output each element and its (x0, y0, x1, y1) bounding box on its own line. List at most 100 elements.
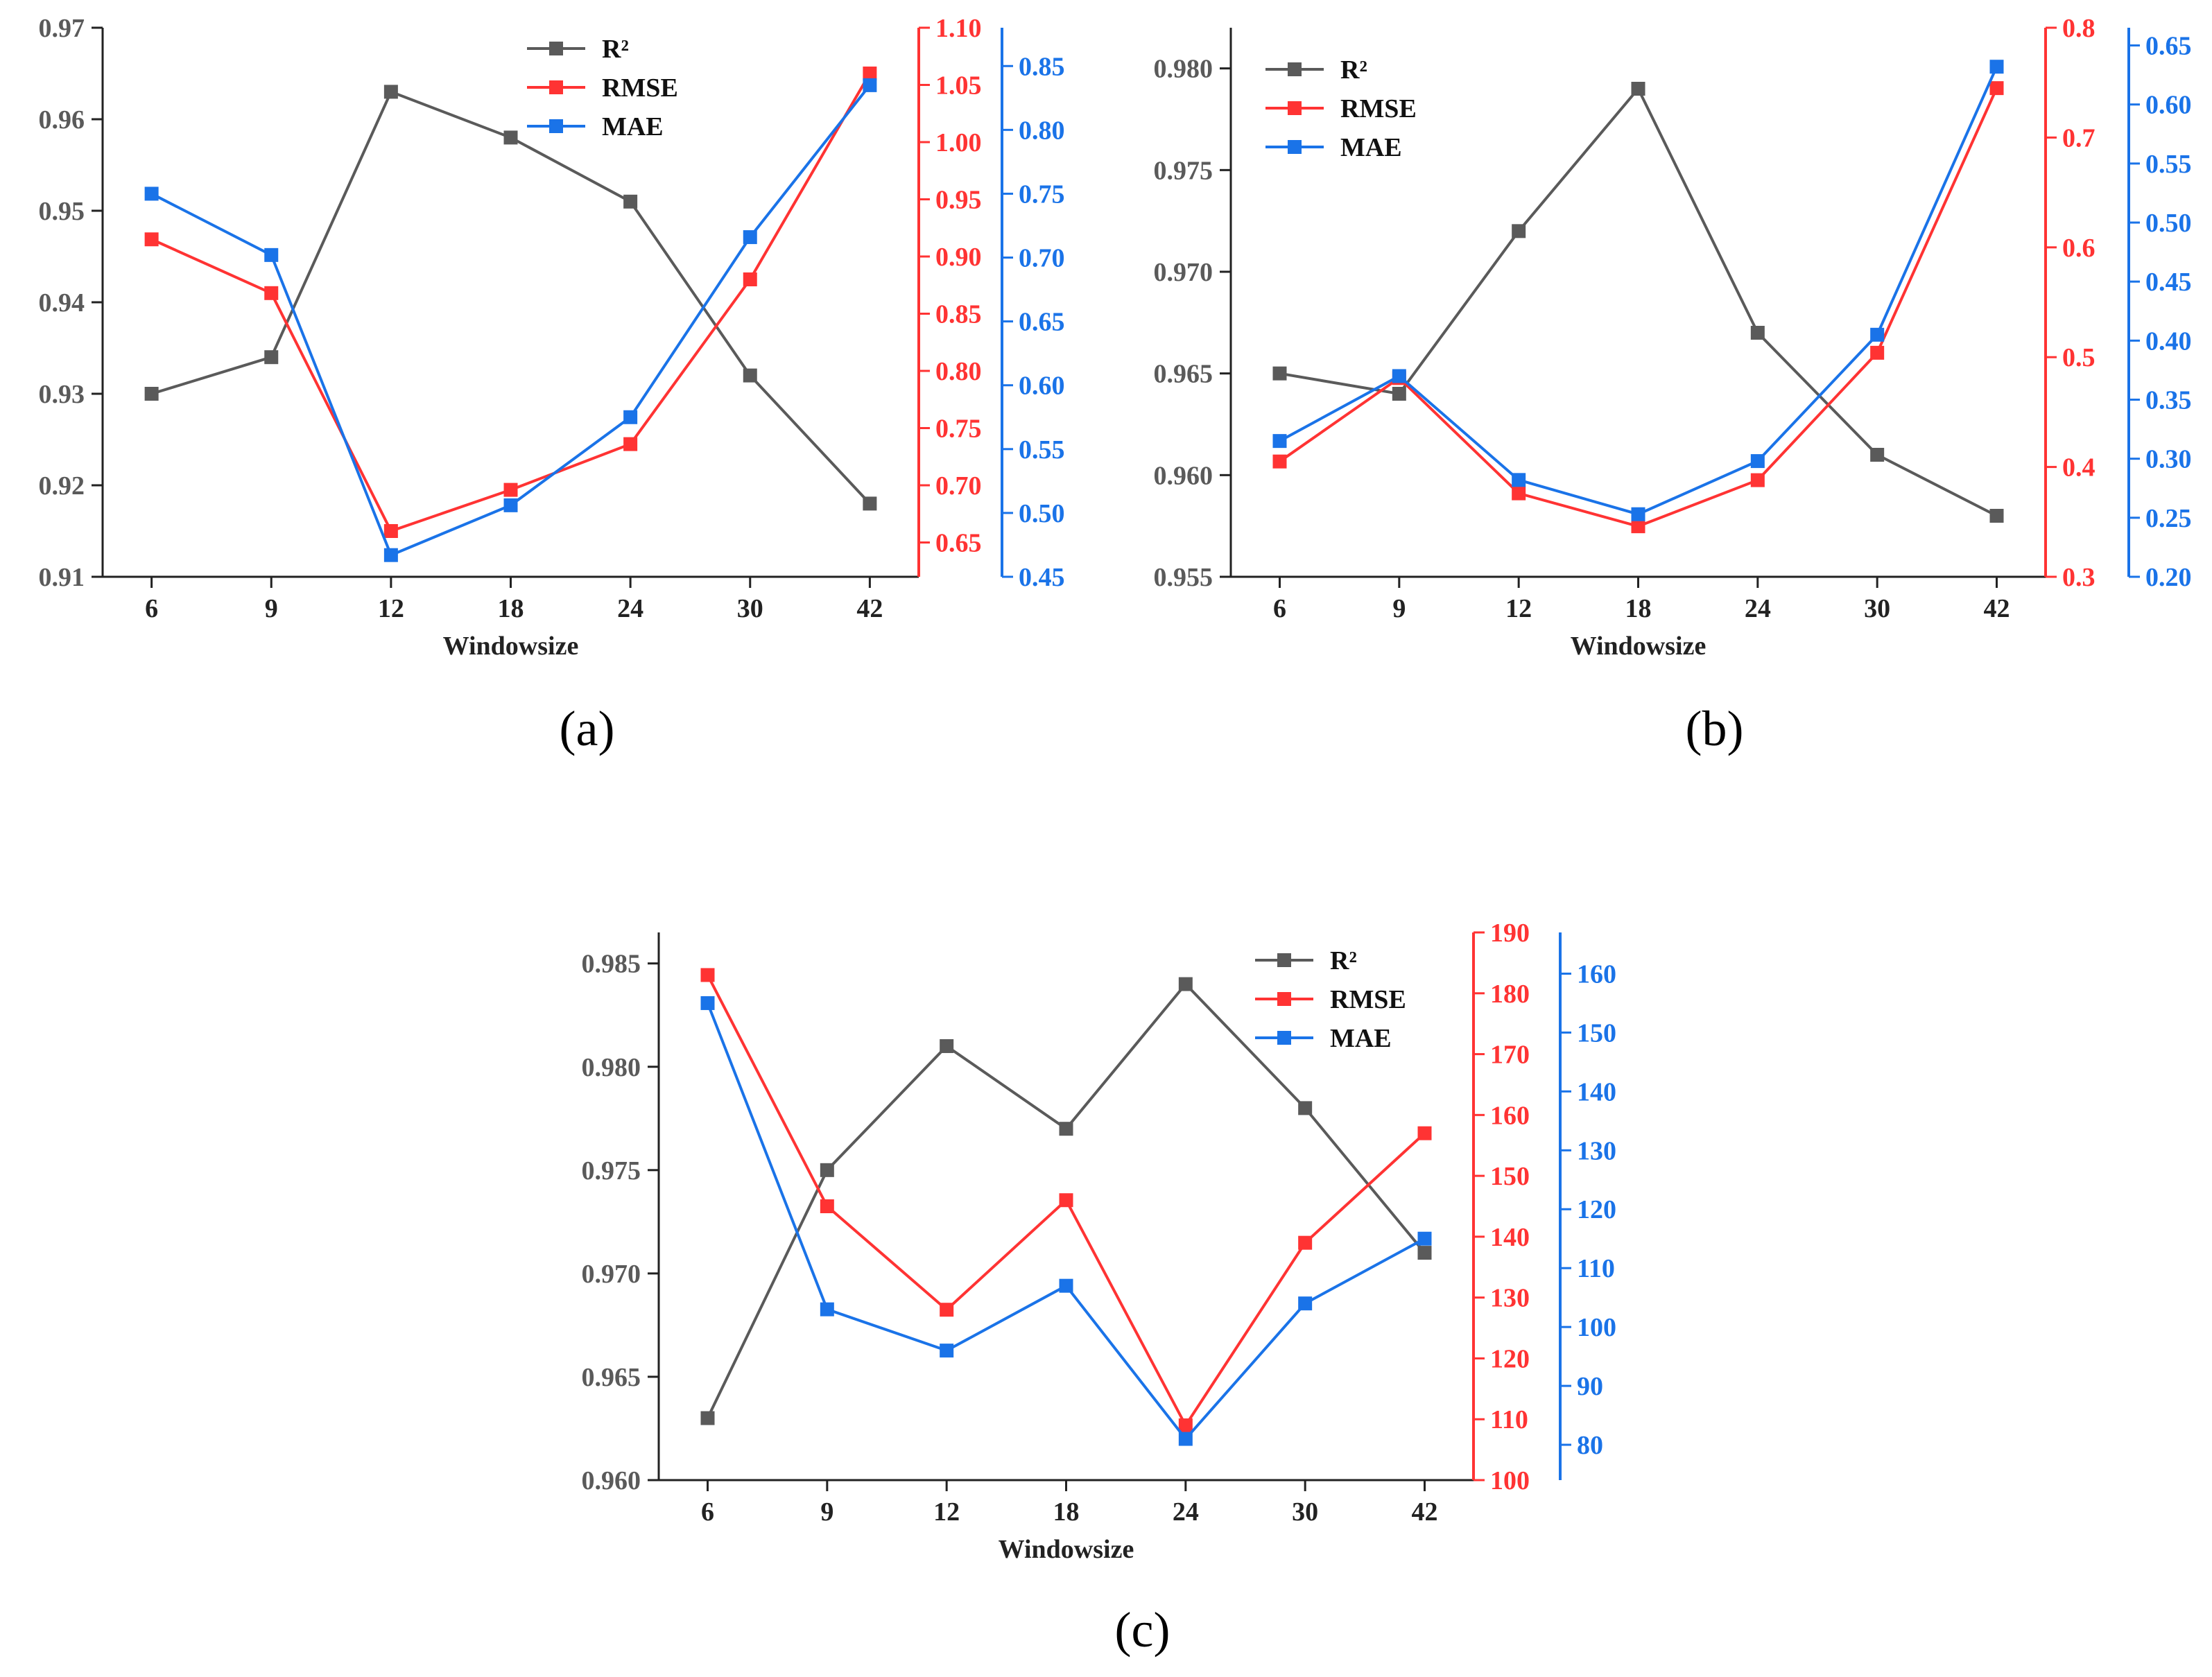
right1-tick-label: 0.5 (2062, 343, 2096, 372)
panel-caption: (c) (1115, 1602, 1170, 1658)
r2-data-point (743, 368, 757, 383)
mae-data-point (1631, 507, 1645, 521)
mae-data-point (1870, 327, 1885, 342)
x-tick-label: 12 (378, 594, 404, 623)
x-tick-label: 18 (498, 594, 524, 623)
rmse-data-point (1059, 1193, 1073, 1208)
rmse-data-point (1298, 1235, 1313, 1250)
legend-label-mae: MAE (602, 112, 664, 141)
mae-data-point (623, 410, 638, 424)
mae-data-point (1059, 1278, 1073, 1293)
r2-data-point (1870, 448, 1885, 462)
left-tick-label: 0.93 (39, 380, 85, 409)
legend-swatch-marker (1288, 140, 1302, 154)
right1-tick-label: 0.6 (2062, 234, 2096, 263)
right2-tick-label: 0.60 (2145, 91, 2192, 120)
mae-data-point (1272, 434, 1287, 449)
legend-label-r2: R² (1340, 55, 1367, 85)
mae-data-point (863, 78, 877, 92)
r2-data-point (623, 194, 638, 209)
right1-tick-label: 1.00 (935, 128, 982, 157)
left-tick-label: 0.95 (39, 197, 85, 226)
r2-data-point (1631, 82, 1645, 96)
x-tick-label: 6 (1273, 594, 1286, 623)
r2-data-point (1059, 1122, 1073, 1136)
right1-tick-label: 110 (1490, 1405, 1528, 1434)
mae-data-point (264, 247, 279, 262)
rmse-data-point (863, 67, 877, 80)
rmse-data-point (503, 483, 518, 497)
right2-tick-label: 0.60 (1019, 372, 1065, 401)
mae-data-point (940, 1344, 954, 1358)
mae-series-line (706, 1002, 1426, 1441)
mae-data-point (1750, 454, 1765, 469)
right2-tick-label: 0.50 (1019, 499, 1065, 528)
right1-tick-label: 160 (1490, 1101, 1530, 1130)
right2-tick-label: 0.40 (2145, 327, 2192, 356)
legend-swatch-marker (1277, 953, 1291, 967)
rmse-data-point (1417, 1126, 1432, 1140)
r2-data-point (1298, 1101, 1313, 1115)
left-tick-label: 0.960 (582, 1466, 641, 1495)
right2-tick-label: 0.65 (2145, 32, 2192, 61)
right1-tick-label: 180 (1490, 980, 1530, 1009)
rmse-data-point (743, 272, 757, 286)
rmse-data-point (623, 437, 638, 451)
right2-tick-label: 0.85 (1019, 52, 1065, 81)
legend-swatch-marker (549, 42, 563, 55)
right2-tick-label: 130 (1577, 1136, 1616, 1165)
x-axis-title: Windowsize (443, 632, 579, 661)
legend-label-mae: MAE (1340, 133, 1402, 162)
legend-label-rmse: RMSE (602, 73, 678, 103)
right1-tick-label: 190 (1490, 919, 1530, 948)
rmse-data-point (1631, 519, 1645, 534)
right1-tick-label: 0.8 (2062, 14, 2096, 43)
x-tick-label: 30 (1864, 594, 1890, 623)
chart-panel-a: 0.91 0.92 0.93 0.94 0.95 0.96 0.97 0.65 0.70 0.75… (39, 14, 1065, 756)
left-tick-label: 0.980 (582, 1053, 641, 1082)
right1-tick-label: 0.90 (935, 243, 982, 272)
rmse-data-point (1989, 81, 2004, 96)
right2-tick-label: 0.80 (1019, 116, 1065, 145)
rmse-data-point (264, 286, 279, 300)
left-tick-label: 0.970 (582, 1260, 641, 1289)
mae-data-point (144, 186, 159, 201)
right1-tick-label: 150 (1490, 1162, 1530, 1191)
r2-series-line (151, 89, 871, 505)
left-tick-label: 0.960 (1154, 461, 1213, 490)
right2-tick-label: 0.45 (1019, 563, 1065, 592)
right2-tick-label: 0.75 (1019, 180, 1065, 209)
x-tick-label: 6 (701, 1497, 714, 1527)
right2-tick-label: 0.50 (2145, 209, 2192, 238)
rmse-data-point (1178, 1418, 1193, 1432)
x-tick-label: 9 (1392, 594, 1406, 623)
rmse-data-point (940, 1303, 954, 1317)
r2-data-point (1750, 326, 1765, 340)
legend-label-rmse: RMSE (1340, 94, 1417, 123)
right2-tick-label: 100 (1577, 1313, 1616, 1342)
mae-data-point (1512, 473, 1526, 487)
right1-tick-label: 0.65 (935, 529, 982, 558)
right2-tick-label: 150 (1577, 1018, 1616, 1048)
right2-tick-label: 0.20 (2145, 563, 2192, 592)
x-tick-label: 30 (1292, 1497, 1318, 1527)
legend-label-r2: R² (602, 35, 629, 64)
r2-data-point (144, 387, 159, 401)
r2-data-point (940, 1039, 954, 1053)
x-tick-label: 12 (933, 1497, 960, 1527)
legend-swatch-marker (549, 119, 563, 133)
r2-data-point (1392, 387, 1406, 401)
panel-caption: (b) (1686, 701, 1744, 756)
right1-tick-label: 0.3 (2062, 563, 2096, 592)
mae-data-point (1989, 60, 2004, 74)
right2-tick-label: 0.70 (1019, 244, 1065, 273)
panel-caption: (a) (560, 701, 615, 756)
right2-tick-label: 90 (1577, 1372, 1603, 1401)
right1-tick-label: 170 (1490, 1041, 1530, 1070)
r2-data-point (264, 350, 279, 365)
mae-data-point (1298, 1296, 1313, 1311)
left-tick-label: 0.91 (39, 563, 85, 592)
left-tick-label: 0.97 (39, 14, 85, 43)
left-tick-label: 0.975 (582, 1156, 641, 1185)
x-tick-label: 18 (1053, 1497, 1080, 1527)
